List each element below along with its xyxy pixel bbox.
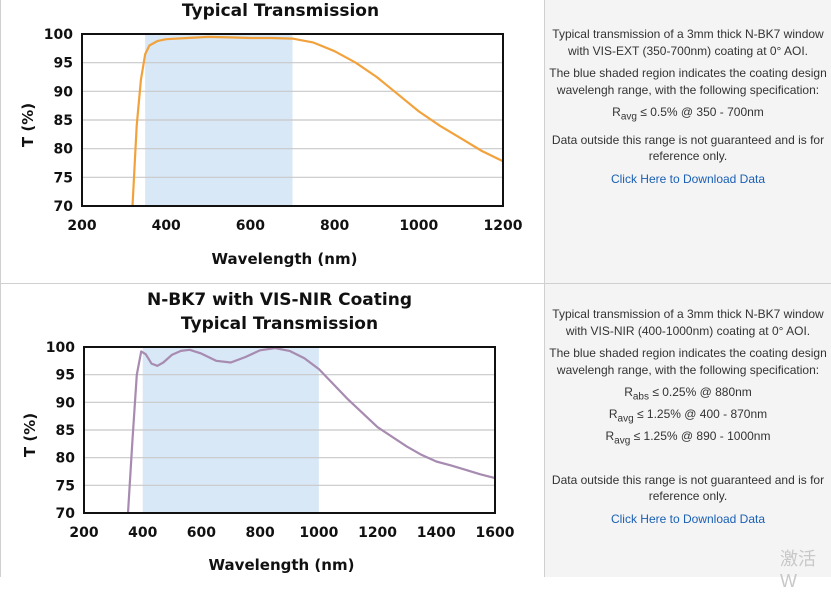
x-tick-label: 600 (187, 525, 216, 541)
spec-text: ≤ 1.25% @ 400 - 870nm (633, 406, 768, 421)
transmission-line (126, 346, 496, 514)
spec-text: ≤ 1.25% @ 890 - 1000nm (630, 428, 771, 443)
description-panel-2: Typical transmission of a 3mm thick N-BK… (544, 284, 831, 577)
spec-line: Ravg ≤ 1.25% @ 400 - 870nm (549, 406, 827, 428)
transmission-chart-vis-ext: Typical Transmission 70 75 80 85 90 95 100 200 40… (19, 1, 523, 268)
x-tick-label: 1200 (484, 218, 523, 234)
chart-row-1: Typical Transmission 70 75 80 85 90 95 100 200 40… (0, 0, 831, 284)
y-tick-label: 75 (54, 170, 73, 186)
y-tick-label: 80 (56, 451, 76, 467)
chart-title: Typical Transmission (181, 314, 378, 334)
y-tick-label: 95 (56, 368, 75, 384)
x-tick-label: 200 (69, 525, 98, 541)
plot-frame (81, 33, 504, 207)
chart-row-2: N-BK7 with VIS-NIR Coating Typical Transm… (0, 283, 831, 577)
spec-subscript: avg (620, 111, 637, 123)
spec-line: Ravg ≤ 0.5% @ 350 - 700nm (549, 104, 827, 126)
y-tick-label: 85 (56, 423, 75, 439)
spec-subscript: avg (617, 413, 634, 425)
x-tick-label: 800 (320, 218, 349, 234)
spec-text: ≤ 0.5% @ 350 - 700nm (636, 105, 764, 119)
y-tick-label: 70 (56, 506, 76, 522)
description-disclaimer: Data outside this range is not guarantee… (551, 132, 825, 164)
y-tick-label: 80 (54, 142, 74, 158)
spec-list: Ravg ≤ 0.5% @ 350 - 700nm (549, 104, 827, 126)
x-tick-label: 400 (128, 525, 157, 541)
x-axis-label: Wavelength (nm) (212, 250, 358, 268)
x-tick-label: 800 (246, 525, 275, 541)
x-tick-label: 1400 (417, 525, 456, 541)
os-activation-watermark: 激活 W (780, 549, 816, 591)
spec-subscript: avg (614, 435, 631, 447)
download-data-link[interactable]: Click Here to Download Data (610, 511, 766, 526)
y-axis-label: T (%) (19, 103, 37, 147)
y-tick-label: 75 (56, 478, 75, 494)
y-tick-label: 70 (54, 199, 74, 215)
spec-list: Rabs ≤ 0.25% @ 880nm Ravg ≤ 1.25% @ 400 -… (549, 384, 827, 450)
x-tick-label: 1000 (299, 525, 338, 541)
y-tick-label: 90 (56, 395, 76, 411)
spec-text: ≤ 0.25% @ 880nm (648, 385, 752, 399)
spec-symbol: R (605, 428, 615, 443)
y-tick-label: 85 (54, 113, 73, 129)
y-axis-label: T (%) (21, 413, 39, 457)
x-tick-label: 600 (236, 218, 265, 234)
y-tick-label: 100 (44, 27, 73, 43)
description-panel-1: Typical transmission of a 3mm thick N-BK… (544, 0, 831, 284)
y-tick-label: 100 (46, 340, 75, 356)
y-tick-label: 95 (54, 56, 73, 72)
chart-title: N-BK7 with VIS-NIR Coating (147, 290, 412, 310)
x-tick-label: 400 (152, 218, 181, 234)
description-shade-note: The blue shaded region indicates the coa… (549, 346, 827, 377)
transmission-chart-vis-nir: N-BK7 with VIS-NIR Coating Typical Transm… (21, 290, 515, 574)
spec-line: Rabs ≤ 0.25% @ 880nm (549, 384, 827, 406)
spec-line: Ravg ≤ 1.25% @ 890 - 1000nm (549, 428, 827, 450)
y-tick-label: 90 (54, 84, 74, 100)
spec-symbol: R (608, 406, 618, 421)
spec-symbol: R (624, 385, 633, 399)
download-data-link[interactable]: Click Here to Download Data (610, 171, 766, 186)
x-axis-label: Wavelength (nm) (209, 556, 355, 574)
x-tick-label: 200 (67, 218, 96, 234)
plot-frame (83, 346, 496, 514)
spec-subscript: abs (632, 391, 649, 403)
spec-symbol: R (612, 105, 621, 119)
description-shade-note: The blue shaded region indicates the coa… (549, 66, 827, 97)
chart-cell-2: N-BK7 with VIS-NIR Coating Typical Transm… (0, 284, 544, 577)
transmission-line (131, 35, 504, 207)
chart-cell-1: Typical Transmission 70 75 80 85 90 95 100 200 40… (0, 0, 544, 284)
description-intro: Typical transmission of a 3mm thick N-BK… (552, 307, 824, 338)
chart-title: Typical Transmission (182, 1, 379, 21)
x-tick-label: 1000 (399, 218, 438, 234)
description-disclaimer: Data outside this range is not guarantee… (551, 472, 825, 504)
x-tick-label: 1600 (476, 525, 515, 541)
x-tick-label: 1200 (358, 525, 397, 541)
description-intro: Typical transmission of a 3mm thick N-BK… (552, 27, 824, 58)
